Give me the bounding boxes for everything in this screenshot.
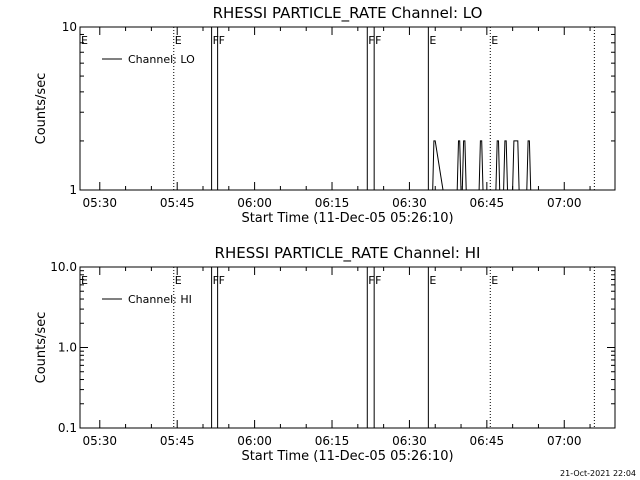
chart-title: RHESSI PARTICLE_RATE Channel: LO (213, 4, 483, 23)
y-tick-label: 0.1 (58, 421, 77, 435)
flag-label: F (368, 34, 374, 47)
legend-label: Channel: HI (128, 293, 192, 306)
x-tick-label: 06:15 (315, 196, 350, 210)
legend-label: Channel: LO (128, 53, 195, 66)
x-tick-label: 06:00 (237, 434, 272, 448)
x-tick-label: 06:30 (392, 434, 427, 448)
x-axis-label: Start Time (11-Dec-05 05:26:10) (241, 211, 453, 226)
flag-label: E (175, 274, 182, 287)
flag-label: E (491, 34, 498, 47)
flag-label: F (368, 274, 374, 287)
x-tick-label: 05:45 (160, 434, 195, 448)
y-axis-label: Counts/sec (34, 73, 49, 145)
hi-channel-panel: RHESSI PARTICLE_RATE Channel: HI Counts/s… (34, 244, 616, 464)
print-timestamp: 21-Oct-2021 22:04 (560, 469, 636, 478)
y-tick-label: 10.0 (50, 260, 77, 274)
plot-frame (79, 26, 616, 191)
x-tick-label: 06:15 (315, 434, 350, 448)
flag-label: E (81, 274, 88, 287)
plot-frame (79, 266, 616, 429)
flag-label: F (219, 274, 225, 287)
flag-label: F (375, 34, 381, 47)
y-axis-label: Counts/sec (34, 312, 49, 384)
y-tick-label: 1.0 (58, 341, 77, 355)
x-tick-label: 06:30 (392, 196, 427, 210)
lo-channel-panel: RHESSI PARTICLE_RATE Channel: LO Counts/s… (34, 4, 616, 226)
x-tick-label: 07:00 (547, 196, 582, 210)
flag-label: F (375, 274, 381, 287)
y-tick-label: 10 (62, 20, 77, 34)
flag-label: E (429, 34, 436, 47)
flag-label: F (213, 34, 219, 47)
flag-label: F (219, 34, 225, 47)
x-tick-label: 06:00 (237, 196, 272, 210)
flag-label: F (213, 274, 219, 287)
x-tick-label: 05:30 (82, 196, 117, 210)
flag-label: E (491, 274, 498, 287)
x-tick-label: 05:30 (82, 434, 117, 448)
x-tick-label: 06:45 (470, 434, 505, 448)
series-line (432, 140, 532, 191)
chart-title: RHESSI PARTICLE_RATE Channel: HI (215, 244, 481, 263)
y-tick-label: 1 (69, 183, 77, 197)
x-axis-label: Start Time (11-Dec-05 05:26:10) (241, 449, 453, 464)
flag-label: E (81, 34, 88, 47)
x-tick-label: 07:00 (547, 434, 582, 448)
flag-label: E (175, 34, 182, 47)
flag-label: E (429, 274, 436, 287)
x-tick-label: 06:45 (470, 196, 505, 210)
x-tick-label: 05:45 (160, 196, 195, 210)
